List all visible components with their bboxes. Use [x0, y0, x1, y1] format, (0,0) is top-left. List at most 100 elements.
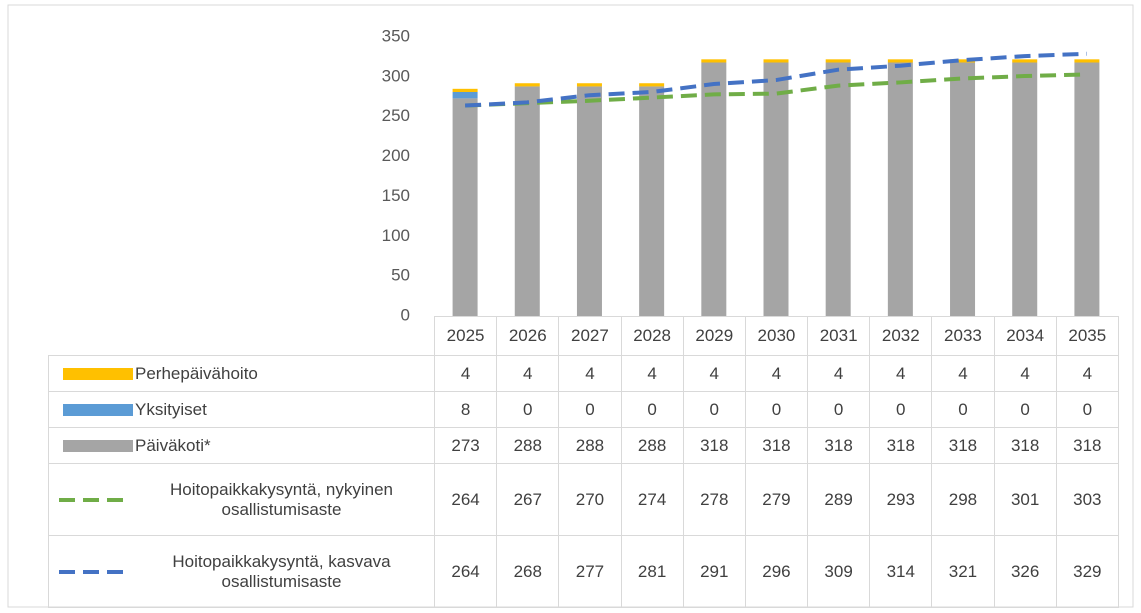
x-tick-label: 2030 [744, 316, 809, 356]
value-cell: 318 [993, 427, 1057, 464]
bar-segment [576, 83, 602, 87]
x-tick-label: 2031 [807, 316, 871, 356]
header-row: 2025 2026 2027 2028 2029 2030 2031 2032 2033 2034… [49, 316, 1119, 356]
value-cell: 321 [931, 535, 995, 608]
value-cell: 309 [807, 535, 871, 608]
legend-key [63, 367, 133, 380]
legend-label: Perhepäivähoito [135, 363, 258, 383]
bar-segment [514, 86, 540, 317]
line-series [464, 51, 1087, 108]
legend-label: Hoitopaikkakysyntä, kasvava osallistumis… [172, 551, 391, 591]
legend-key [59, 569, 129, 574]
value-cell: 4 [558, 355, 622, 392]
x-tick-label: 2025 [433, 316, 498, 356]
y-tick-label: 50 [391, 266, 410, 285]
legend-entry: Perhepäivähoito [49, 364, 434, 384]
corner [49, 317, 435, 356]
value-cell: 4 [496, 355, 560, 392]
value-cell: 264 [433, 463, 498, 536]
series-row: Hoitopaikkakysyntä, kasvava osallistumis… [48, 535, 1119, 608]
value-cell: 0 [931, 391, 995, 428]
value-cell: 0 [682, 391, 746, 428]
value-cell: 4 [931, 355, 995, 392]
bar-segment [452, 92, 478, 99]
value-cell: 0 [558, 391, 622, 428]
value-cell: 267 [496, 463, 560, 536]
value-cell: 4 [807, 355, 871, 392]
legend-key [59, 497, 129, 502]
bar-segment [514, 83, 540, 87]
value-cell: 264 [433, 535, 498, 608]
value-cell: 289 [807, 463, 871, 536]
value-cell: 4 [869, 355, 933, 392]
bar-segment [701, 59, 727, 63]
value-cell: 296 [744, 535, 809, 608]
bar-segment [639, 86, 665, 317]
value-cell: 0 [744, 391, 809, 428]
value-cell: 4 [620, 355, 684, 392]
value-cell: 279 [744, 463, 809, 536]
bar-segment [576, 86, 602, 317]
value-cell: 314 [869, 535, 933, 608]
bar-segment [950, 62, 976, 316]
value-cell: 4 [1055, 355, 1119, 392]
legend-label: Päiväkoti* [135, 435, 211, 455]
series-row: Päiväkoti* 273 288 288 288 318 318 318 318 318 318… [48, 427, 1119, 464]
value-cell: 288 [620, 427, 684, 464]
bar-segment [452, 98, 478, 316]
value-cell: 0 [496, 391, 560, 428]
bar-segment [950, 59, 976, 63]
value-cell: 4 [433, 355, 498, 392]
value-cell: 318 [744, 427, 809, 464]
legend-label: Hoitopaikkakysyntä, nykyinen osallistumi… [169, 479, 393, 519]
value-cell: 301 [993, 463, 1057, 536]
legend-key [63, 403, 133, 416]
value-cell: 298 [931, 463, 995, 536]
value-cell: 268 [496, 535, 560, 608]
x-tick-label: 2028 [620, 316, 684, 356]
legend-entry: Yksityiset [49, 400, 434, 420]
x-tick-label: 2034 [993, 316, 1057, 356]
value-cell: 318 [807, 427, 871, 464]
bar-segment [887, 59, 913, 63]
series-name-cell: Perhepäivähoito [48, 355, 435, 392]
value-cell: 329 [1055, 535, 1119, 608]
value-cell: 318 [682, 427, 746, 464]
bar-segment [763, 59, 789, 63]
value-cell: 277 [558, 535, 622, 608]
series-name-cell: Hoitopaikkakysyntä, nykyinen osallistumi… [48, 463, 435, 536]
x-tick-label: 2027 [558, 316, 622, 356]
value-cell: 293 [869, 463, 933, 536]
legend-entry: Päiväkoti* [49, 436, 434, 456]
y-tick-label: 350 [382, 26, 410, 45]
value-cell: 318 [869, 427, 933, 464]
legend-key [63, 439, 133, 452]
series-row: Hoitopaikkakysyntä, nykyinen osallistumi… [48, 463, 1119, 536]
x-tick-label: 2029 [682, 316, 746, 356]
value-cell: 4 [744, 355, 809, 392]
value-cell: 4 [682, 355, 746, 392]
bar-segment [887, 62, 913, 316]
y-tick-label: 0 [401, 305, 410, 324]
value-cell: 303 [1055, 463, 1119, 536]
x-tick-label: 2033 [931, 316, 995, 356]
value-cell: 318 [931, 427, 995, 464]
bar-segment [1074, 62, 1100, 316]
value-cell: 274 [620, 463, 684, 536]
series-row: Perhepäivähoito 4 4 4 4 4 4 4 4 4 4 4 [48, 355, 1119, 392]
series-name-cell: Päiväkoti* [48, 427, 435, 464]
value-cell: 4 [993, 355, 1057, 392]
value-cell: 288 [496, 427, 560, 464]
bar-segment [825, 59, 851, 63]
data-table: 2025 2026 2027 2028 2029 2030 2031 2032 2033 2034… [48, 316, 1119, 608]
series-name-cell: Hoitopaikkakysyntä, kasvava osallistumis… [48, 535, 435, 608]
bar-segment [763, 62, 789, 316]
series-row: Yksityiset 8 0 0 0 0 0 0 0 0 0 0 [48, 391, 1119, 428]
bar-segment [452, 88, 478, 93]
legend-entry: Hoitopaikkakysyntä, nykyinen osallistumi… [49, 480, 434, 520]
value-cell: 0 [869, 391, 933, 428]
legend-entry: Hoitopaikkakysyntä, kasvava osallistumis… [49, 552, 434, 592]
bar-segment [1074, 59, 1100, 63]
